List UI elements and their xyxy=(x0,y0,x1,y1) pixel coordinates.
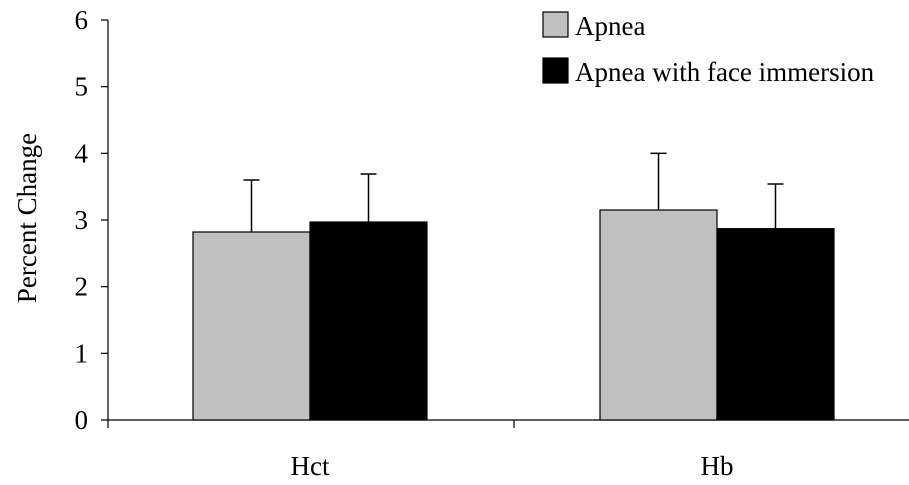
y-tick-label: 6 xyxy=(75,5,89,35)
legend: Apnea Apnea with face immersion xyxy=(542,11,875,87)
category-labels: Hct Hb xyxy=(291,451,734,481)
bar-hct-apnea-face-immersion xyxy=(309,221,428,421)
error-bars xyxy=(243,152,784,232)
bar-hb-apnea xyxy=(599,209,718,421)
y-tick-label: 4 xyxy=(75,138,89,168)
x-ticks xyxy=(107,420,515,428)
y-tick-label: 3 xyxy=(75,205,89,235)
legend-swatch xyxy=(542,57,569,84)
bars xyxy=(192,209,835,421)
bar-hb-apnea-face-immersion xyxy=(716,228,835,421)
bar-hct-apnea xyxy=(192,231,311,421)
legend-label: Apnea xyxy=(575,11,645,41)
y-tick-label: 0 xyxy=(75,405,89,435)
y-ticks: 0 1 2 3 4 5 6 xyxy=(75,5,108,435)
x-category-label: Hct xyxy=(291,451,330,481)
x-category-label: Hb xyxy=(701,451,734,481)
legend-swatch xyxy=(542,11,569,38)
y-tick-label: 2 xyxy=(75,272,89,302)
y-tick-label: 1 xyxy=(75,338,89,368)
y-axis-title: Percent Change xyxy=(12,133,42,303)
legend-label: Apnea with face immersion xyxy=(575,57,875,87)
y-tick-label: 5 xyxy=(75,72,89,102)
